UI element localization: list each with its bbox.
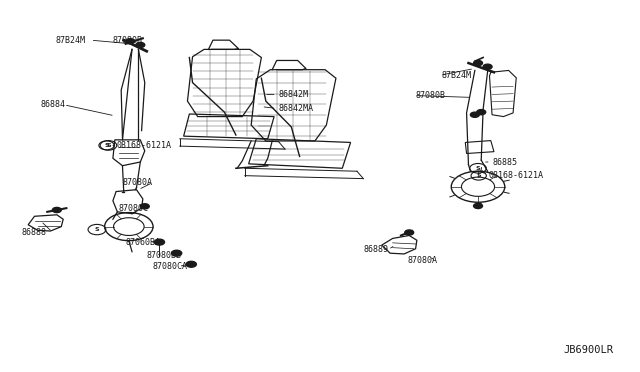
Text: JB6900LR: JB6900LR xyxy=(563,345,613,355)
Circle shape xyxy=(140,204,149,209)
Circle shape xyxy=(154,239,164,245)
Text: 87060BA: 87060BA xyxy=(125,238,161,247)
Text: 08168-6121A: 08168-6121A xyxy=(116,141,171,150)
Text: 86888: 86888 xyxy=(22,228,47,237)
Text: S: S xyxy=(476,173,481,178)
Text: 86889: 86889 xyxy=(364,245,388,254)
Text: 86884: 86884 xyxy=(41,100,66,109)
Text: 86842MA: 86842MA xyxy=(278,104,314,113)
Text: 87080CA: 87080CA xyxy=(152,262,188,271)
Text: S: S xyxy=(476,166,481,171)
Text: 87080C: 87080C xyxy=(118,203,148,213)
Circle shape xyxy=(186,261,196,267)
Text: S: S xyxy=(106,143,111,148)
Circle shape xyxy=(125,39,134,44)
Text: S: S xyxy=(95,227,99,232)
Circle shape xyxy=(477,110,486,115)
Text: 86842M: 86842M xyxy=(278,90,308,99)
Text: 08168-6121A: 08168-6121A xyxy=(488,171,543,180)
Text: 87080A: 87080A xyxy=(407,256,437,265)
Text: 87B24M: 87B24M xyxy=(56,36,86,45)
Text: 87080BB: 87080BB xyxy=(147,251,182,260)
Circle shape xyxy=(52,208,61,212)
Text: 87080B: 87080B xyxy=(113,36,143,45)
Circle shape xyxy=(172,250,182,256)
Circle shape xyxy=(483,64,492,69)
Text: 87080A: 87080A xyxy=(122,178,152,187)
Text: S: S xyxy=(104,143,109,148)
Circle shape xyxy=(474,203,483,209)
Text: 87080B: 87080B xyxy=(415,91,445,100)
Text: 87B24M: 87B24M xyxy=(441,71,471,80)
Circle shape xyxy=(474,61,483,65)
Circle shape xyxy=(404,230,413,235)
Text: 86885: 86885 xyxy=(492,157,517,167)
Circle shape xyxy=(136,42,145,48)
Circle shape xyxy=(470,112,479,117)
